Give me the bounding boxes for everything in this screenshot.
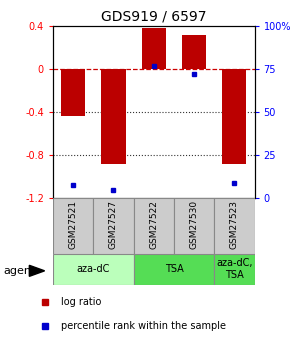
Bar: [134, 254, 214, 285]
Bar: [53, 198, 93, 254]
Text: aza-dC,
TSA: aza-dC, TSA: [216, 258, 253, 280]
Bar: [134, 198, 174, 254]
Bar: [142, 28, 166, 69]
Polygon shape: [29, 265, 45, 276]
Bar: [61, 69, 85, 117]
Bar: [102, 69, 125, 164]
Bar: [214, 198, 255, 254]
Bar: [93, 198, 134, 254]
Bar: [174, 198, 214, 254]
Text: agent: agent: [3, 266, 35, 276]
Title: GDS919 / 6597: GDS919 / 6597: [101, 9, 207, 23]
Text: GSM27521: GSM27521: [69, 200, 78, 249]
Text: aza-dC: aza-dC: [77, 264, 110, 274]
Text: TSA: TSA: [165, 264, 183, 274]
Text: GSM27527: GSM27527: [109, 200, 118, 249]
Text: GSM27522: GSM27522: [149, 200, 158, 249]
Text: GSM27523: GSM27523: [230, 200, 239, 249]
Bar: [182, 34, 206, 69]
Text: GSM27530: GSM27530: [190, 200, 198, 249]
Bar: [53, 254, 134, 285]
Text: percentile rank within the sample: percentile rank within the sample: [61, 321, 226, 331]
Bar: [222, 69, 246, 164]
Bar: [214, 254, 255, 285]
Text: log ratio: log ratio: [61, 297, 102, 307]
